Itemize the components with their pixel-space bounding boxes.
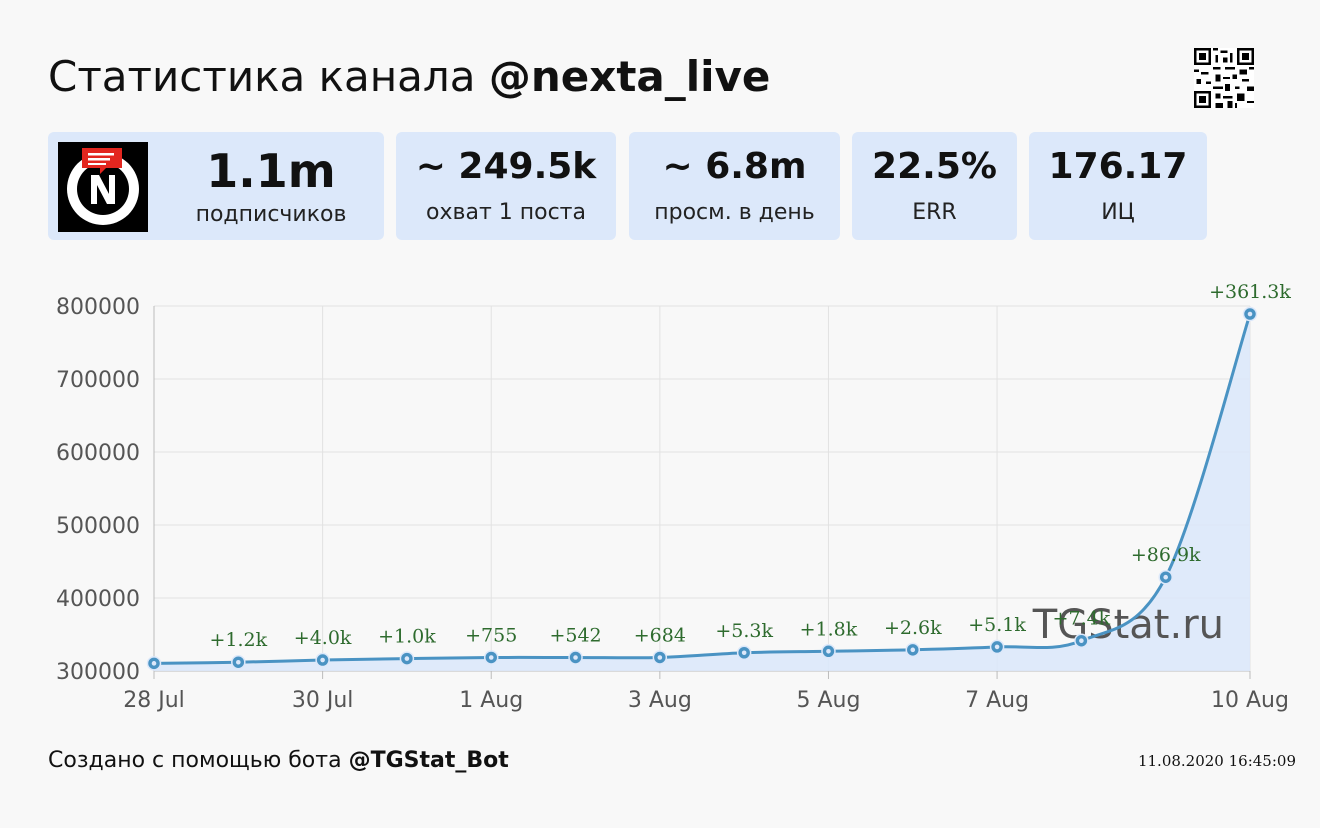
data-point-center xyxy=(488,655,494,660)
data-label: +1.8k xyxy=(800,618,858,640)
data-point-center xyxy=(826,648,831,654)
x-tick-label: 7 Aug xyxy=(965,688,1029,713)
data-point-center xyxy=(1163,574,1168,580)
stat-card-err: 22.5% ERR xyxy=(852,132,1017,240)
data-point-center xyxy=(657,655,663,660)
x-tick-label: 28 Jul xyxy=(123,688,185,713)
channel-name: @nexta_live xyxy=(488,52,771,101)
x-tick-label: 1 Aug xyxy=(459,688,523,713)
data-label: +86.9k xyxy=(1131,544,1201,566)
channel-logo-icon xyxy=(58,142,148,232)
reach-label: охват 1 поста xyxy=(426,200,586,225)
data-label: +5.3k xyxy=(715,620,773,642)
data-label: +361.3k xyxy=(1209,281,1291,303)
data-label: +684 xyxy=(634,624,686,646)
title-prefix: Статистика канала xyxy=(48,52,476,101)
watermark: TGStat.ru xyxy=(1032,602,1224,648)
page-title: Статистика канала @nexta_live xyxy=(48,52,770,101)
citation-index-value: 176.17 xyxy=(1048,146,1188,187)
data-label: +1.2k xyxy=(209,629,267,651)
x-tick-label: 3 Aug xyxy=(628,688,692,713)
stat-card-citation-index: 176.17 ИЦ xyxy=(1029,132,1207,240)
data-label: +5.1k xyxy=(968,614,1026,636)
series-line xyxy=(153,313,1252,665)
qr-code-icon xyxy=(1194,48,1254,108)
data-point-center xyxy=(404,656,410,661)
data-point-center xyxy=(994,644,1000,650)
x-tick-label: 30 Jul xyxy=(292,688,354,713)
data-point-center xyxy=(320,657,325,663)
data-point-center xyxy=(573,655,578,660)
data-label: +4.0k xyxy=(294,627,352,649)
y-tick-label: 500000 xyxy=(56,514,140,539)
data-label: +755 xyxy=(465,624,517,646)
stat-card-subscribers: 1.1m подписчиков xyxy=(48,132,384,240)
data-point-center xyxy=(151,661,157,666)
data-label: +2.6k xyxy=(884,617,942,639)
y-tick-label: 700000 xyxy=(56,368,140,393)
x-tick-label: 5 Aug xyxy=(796,688,860,713)
data-point-center xyxy=(910,647,916,653)
footer-prefix: Создано с помощью бота xyxy=(48,748,342,773)
daily-views-label: просм. в день xyxy=(654,200,815,225)
stat-card-daily-views: ~ 6.8m просм. в день xyxy=(629,132,840,240)
subscribers-chart: 300000 400000 500000 600000 700000 800000 28 J… xyxy=(56,281,1291,713)
err-value: 22.5% xyxy=(872,146,997,187)
footer-credit: Создано с помощью бота @TGStat_Bot xyxy=(48,748,509,773)
x-tick-label: 10 Aug xyxy=(1211,688,1289,713)
subscribers-label: подписчиков xyxy=(195,202,347,227)
y-tick-label: 800000 xyxy=(56,295,140,320)
data-point-center xyxy=(236,659,241,665)
y-tick-label: 600000 xyxy=(56,441,140,466)
y-tick-label: 300000 xyxy=(56,660,140,685)
subscribers-value: 1.1m xyxy=(206,144,336,198)
generation-timestamp: 11.08.2020 16:45:09 xyxy=(1137,752,1296,770)
reach-value: ~ 249.5k xyxy=(415,146,597,187)
data-label: +7.4k xyxy=(1053,608,1111,630)
data-point-center xyxy=(1247,311,1253,317)
y-tick-label: 400000 xyxy=(56,587,140,612)
stat-card-reach: ~ 249.5k охват 1 поста xyxy=(396,132,616,240)
data-label: +542 xyxy=(549,624,601,646)
data-point-center xyxy=(741,650,747,656)
daily-views-value: ~ 6.8m xyxy=(662,146,807,187)
err-label: ERR xyxy=(912,200,957,225)
data-label: +1.0k xyxy=(378,626,436,648)
citation-index-label: ИЦ xyxy=(1101,200,1135,225)
footer-bot-link[interactable]: @TGStat_Bot xyxy=(348,748,509,773)
series-area xyxy=(154,314,1250,671)
data-point-center xyxy=(1079,638,1084,644)
